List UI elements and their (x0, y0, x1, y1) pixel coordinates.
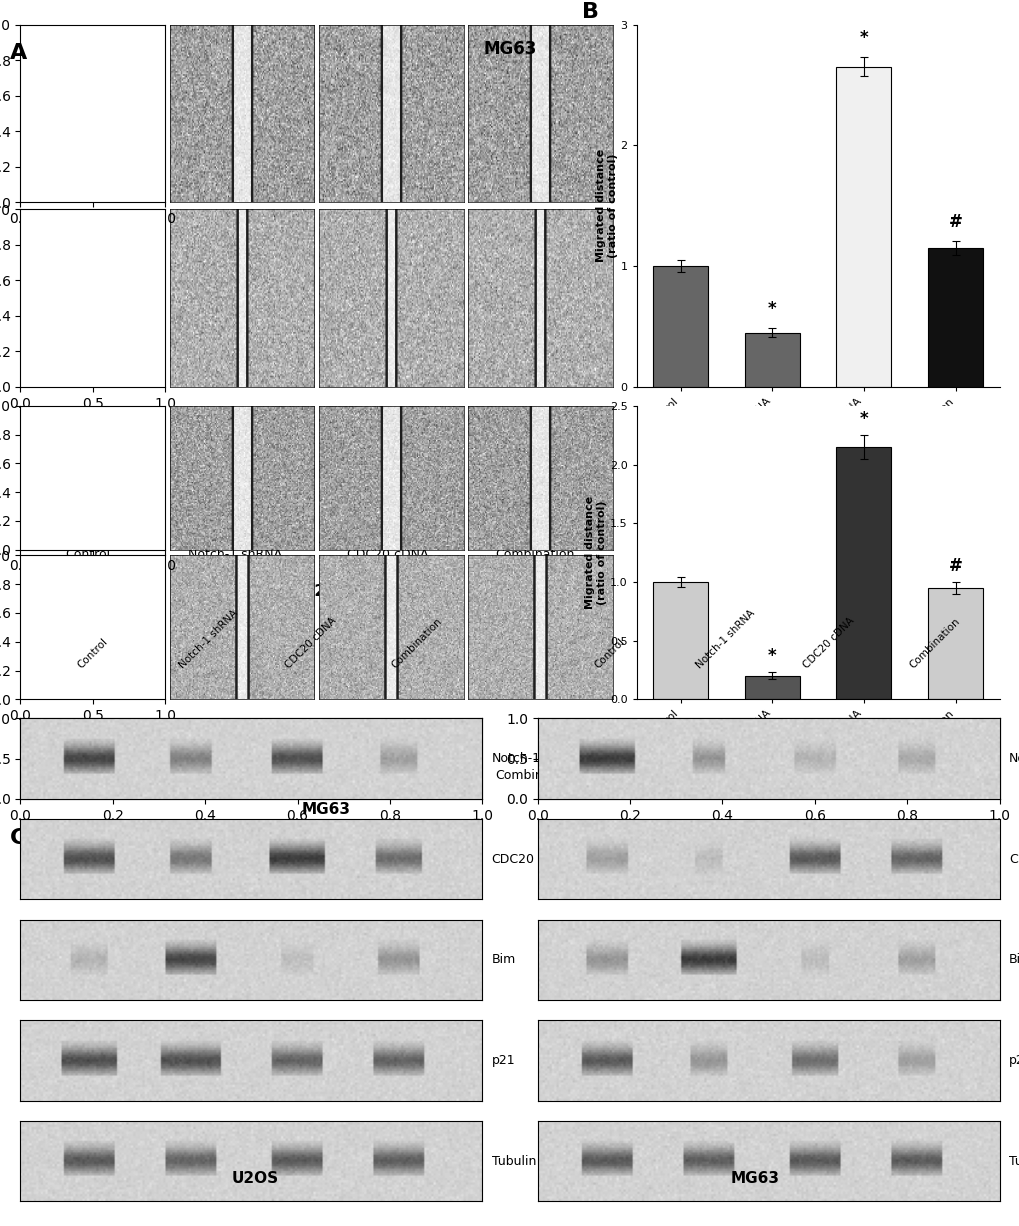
Text: Combination: Combination (494, 548, 574, 562)
Text: #: # (948, 213, 962, 230)
Text: *: * (859, 29, 867, 48)
Text: Combination: Combination (389, 615, 443, 669)
Text: Tubulin: Tubulin (491, 1155, 535, 1167)
Text: CDC20: CDC20 (1008, 853, 1019, 866)
Text: Notch-1: Notch-1 (491, 752, 540, 765)
Text: Control: Control (75, 636, 110, 669)
Y-axis label: Migrated distance
(ratio of control): Migrated distance (ratio of control) (595, 150, 618, 262)
Text: #: # (948, 557, 962, 575)
Text: Tubulin: Tubulin (1008, 1155, 1019, 1167)
Text: U2OS: U2OS (231, 1171, 278, 1187)
Text: Bim: Bim (491, 954, 516, 966)
Text: CDC20: CDC20 (491, 853, 534, 866)
Bar (652, 266, 707, 387)
Text: CDC20 cDNA: CDC20 cDNA (346, 548, 428, 562)
Text: Notch-1: Notch-1 (1008, 752, 1019, 765)
Text: Combination: Combination (494, 769, 574, 782)
Bar (927, 248, 982, 387)
Text: *: * (767, 300, 775, 318)
Text: MG63: MG63 (483, 40, 536, 58)
Text: Control: Control (65, 769, 110, 782)
Text: Notch-1 shRNA: Notch-1 shRNA (187, 548, 281, 562)
Text: Bim: Bim (1008, 954, 1019, 966)
Text: Control: Control (593, 636, 627, 669)
Bar (927, 587, 982, 699)
Text: B: B (582, 1, 598, 22)
Text: *: * (767, 647, 775, 666)
Text: MG63: MG63 (302, 802, 351, 818)
Bar (744, 676, 799, 699)
Text: Control: Control (65, 548, 110, 562)
Text: A: A (10, 43, 28, 63)
Text: Notch-1 shRNA: Notch-1 shRNA (177, 607, 239, 669)
Bar (652, 582, 707, 699)
Text: Notch-1 shRNA: Notch-1 shRNA (694, 607, 756, 669)
Text: CDC20 cDNA: CDC20 cDNA (800, 615, 855, 669)
Text: Combination: Combination (906, 615, 961, 669)
Text: CDC20 cDNA: CDC20 cDNA (283, 615, 338, 669)
Bar (836, 447, 891, 699)
Bar (836, 66, 891, 387)
Text: CDC20 cDNA: CDC20 cDNA (346, 769, 428, 782)
Text: C: C (10, 828, 26, 847)
Text: p21: p21 (491, 1054, 515, 1067)
Text: U2OS: U2OS (303, 584, 350, 600)
Text: p21: p21 (1008, 1054, 1019, 1067)
Text: *: * (859, 411, 867, 428)
Bar (744, 332, 799, 387)
Text: MG63: MG63 (730, 1171, 779, 1187)
Text: Notch-1 shRNA: Notch-1 shRNA (187, 769, 281, 782)
Y-axis label: Migrated distance
(ratio of control): Migrated distance (ratio of control) (585, 497, 606, 609)
